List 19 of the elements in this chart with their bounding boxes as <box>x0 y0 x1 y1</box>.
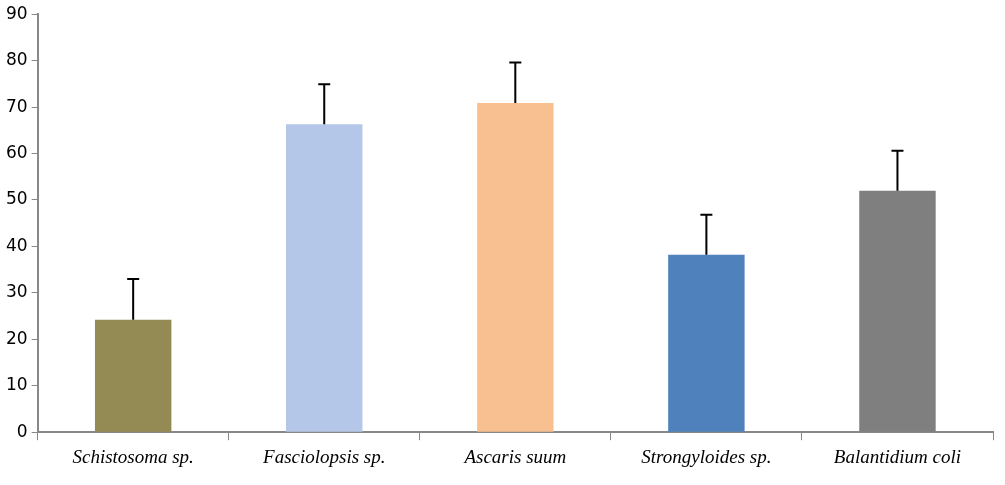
y-tick-label: 10 <box>5 374 28 395</box>
y-tick-label: 90 <box>5 2 28 23</box>
x-tick-label: Fasciolopsis sp. <box>262 445 386 467</box>
y-tick-label: 0 <box>16 420 28 441</box>
x-tick-label: Strongyloides sp. <box>641 445 772 467</box>
y-tick-label: 80 <box>5 49 28 70</box>
y-tick-label: 60 <box>5 141 28 162</box>
bar <box>286 124 363 432</box>
y-tick-label: 30 <box>5 281 28 302</box>
y-tick-label: 20 <box>5 327 28 348</box>
y-tick-label: 40 <box>5 234 28 255</box>
bar <box>477 102 554 432</box>
x-tick-label: Ascaris suum <box>462 445 567 467</box>
x-tick-label: Schistosoma sp. <box>72 445 194 467</box>
y-tick-label: 70 <box>5 95 28 116</box>
bar <box>668 254 745 432</box>
y-tick-label: 50 <box>5 188 28 209</box>
bar <box>94 319 172 432</box>
x-tick-label: Balantidium coli <box>833 445 962 467</box>
